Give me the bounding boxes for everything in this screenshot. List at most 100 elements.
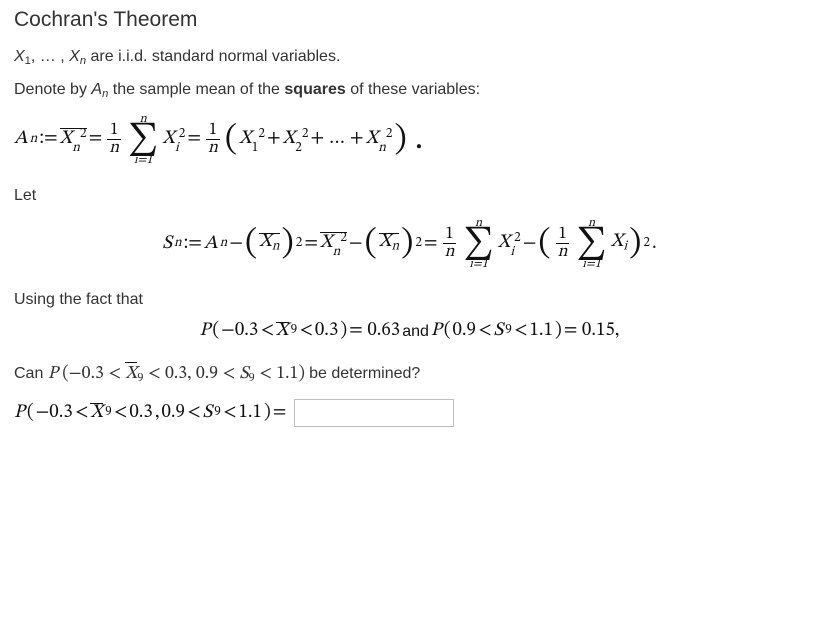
eq2-a: A [204, 234, 218, 255]
ans-l: ( [27, 403, 34, 424]
eq2-minus1: − [229, 234, 243, 255]
equation-sn: Sn := An − (Xn)2 = Xn2 − (Xn)2 = 1n n∑i=… [14, 217, 805, 271]
eq2-period: . [652, 234, 657, 255]
equation-an: An := Xn2 = 1n n∑i=1 Xi2 = 1n ( X12 + X2… [14, 113, 805, 167]
pf-lt1: < [260, 321, 274, 342]
ans-lt3: < [187, 403, 201, 424]
eq1-x1: X [239, 129, 252, 148]
eq2-sum2-bot: i=1 [582, 258, 601, 270]
ans-lt2: < [114, 403, 128, 424]
ans-r: ) [264, 403, 271, 424]
eq2-xi1-sub: i [510, 246, 514, 259]
eq2-xbarsq: X [320, 233, 333, 252]
eq1-a-sub: n [30, 133, 38, 148]
eq2-xi1-sup: 2 [514, 232, 521, 245]
answer-line: P (−0.3 < X9 < 0.3, 0.9 < S9 < 1.1) = [14, 399, 805, 427]
page-title: Cochran's Theorem [14, 8, 805, 32]
question-line: Can P (−0.3 < X9 < 0.3, 0.9 < S9 < 1.1) … [14, 362, 805, 387]
ellipsis: , … , [31, 48, 69, 65]
var-a: A [91, 81, 102, 98]
pf-l1: ( [212, 321, 219, 342]
eq2-eq2: = [424, 234, 438, 255]
ans-v11: 1.1 [239, 403, 262, 424]
pf-and: and [402, 323, 429, 341]
premise-line-2: Denote by An the sample mean of the squa… [14, 79, 805, 102]
eq2-xi2-sub: i [623, 241, 627, 254]
answer-input[interactable] [294, 399, 454, 427]
text-mean-of: the sample mean of the [108, 81, 284, 98]
ans-comma: , [155, 403, 160, 424]
ans-lt1: < [75, 403, 89, 424]
q-lt4: < [255, 365, 276, 383]
eq2-xi2: X [611, 232, 624, 251]
eq2-frac1: 1n [443, 226, 457, 261]
eq2-xbarsq-sub: n [333, 246, 341, 259]
ans-s9-sub: 9 [214, 406, 221, 421]
eq1-frac1-num: 1 [108, 122, 120, 139]
eq1-eq1: = [89, 129, 103, 150]
ans-v09: 0.9 [161, 403, 184, 424]
eq1-xn-sub: n [378, 142, 386, 155]
text-using: Using the fact that [14, 289, 805, 311]
pf-r2: ) [555, 321, 562, 342]
q-xbar9: X [125, 365, 137, 383]
ans-neg03: −0.3 [36, 403, 73, 424]
ans-xbar9: X [90, 403, 103, 422]
eq2-eq1: = [304, 234, 318, 255]
eq2-frac1-num: 1 [443, 226, 455, 243]
ans-xbar9-sub: 9 [105, 406, 112, 421]
eq1-x1-sub: 1 [252, 142, 259, 155]
eq1-rparen: ) . [394, 127, 423, 154]
pf-s9: S [494, 321, 504, 342]
eq2-s: S [162, 234, 172, 255]
q-lt3: < [218, 365, 239, 383]
q-pos03: 0.3 [165, 365, 187, 383]
eq1-frac1: 1n [107, 122, 121, 157]
text-let: Let [14, 185, 805, 207]
pf-p1: P [200, 321, 211, 342]
pf-v11: 1.1 [530, 321, 553, 342]
q-p: P [48, 365, 58, 383]
eq2-sq3: 2 [643, 237, 650, 252]
eq2-sq1: 2 [296, 237, 303, 252]
ans-pos03: 0.3 [129, 403, 152, 424]
var-x: X [14, 48, 25, 65]
eq1-xn-sup: 2 [386, 128, 393, 141]
eq1-xbar-sub: n [72, 142, 80, 155]
pf-v09: 0.9 [453, 321, 476, 342]
eq2-frac1-den: n [443, 243, 457, 261]
probability-facts: P (−0.3 < X9 < 0.3) = 0.63 and P (0.9 < … [14, 321, 805, 342]
eq1-x1-sup: 2 [258, 128, 265, 141]
pf-xbar9-sub: 9 [291, 324, 298, 339]
pf-lt3: < [478, 321, 492, 342]
eq1-xn: X [366, 129, 379, 148]
eq2-xbar1: X [259, 232, 272, 251]
eq1-eq2: = [187, 129, 201, 150]
pf-pos03: 0.3 [315, 321, 338, 342]
eq2-a-sub: n [220, 237, 228, 252]
premise-line-1: X1, … , Xn are i.i.d. standard normal va… [14, 46, 805, 69]
eq2-xbar2-sub: n [391, 241, 399, 254]
eq2-assign: := [184, 234, 202, 255]
q-neg03: −0.3 [69, 365, 104, 383]
text-squares: squares [284, 81, 345, 98]
eq1-frac2: 1n [206, 122, 220, 157]
eq1-frac1-den: n [107, 139, 121, 157]
eq1-dots: + … + [310, 129, 363, 150]
ans-eq: = [273, 403, 287, 424]
text-can: Can [14, 365, 48, 382]
text-of-vars: of these variables: [346, 81, 480, 98]
eq1-plus1: + [267, 129, 281, 150]
eq2-sum2: n∑i=1 [576, 217, 606, 271]
eq1-sum-bot: i=1 [134, 154, 153, 166]
pf-l2: ( [444, 321, 451, 342]
pf-xbar9: X [276, 321, 289, 340]
pf-eq015: = 0.15, [564, 321, 620, 342]
eq1-frac2-den: n [206, 139, 220, 157]
eq2-frac2-den: n [556, 243, 570, 261]
eq1-x2: X [283, 129, 296, 148]
eq2-xbar1-sub: n [272, 241, 280, 254]
eq2-frac2-num: 1 [556, 226, 568, 243]
iid-text: are i.i.d. standard normal variables. [86, 48, 340, 65]
eq1-assign: := [39, 129, 57, 150]
